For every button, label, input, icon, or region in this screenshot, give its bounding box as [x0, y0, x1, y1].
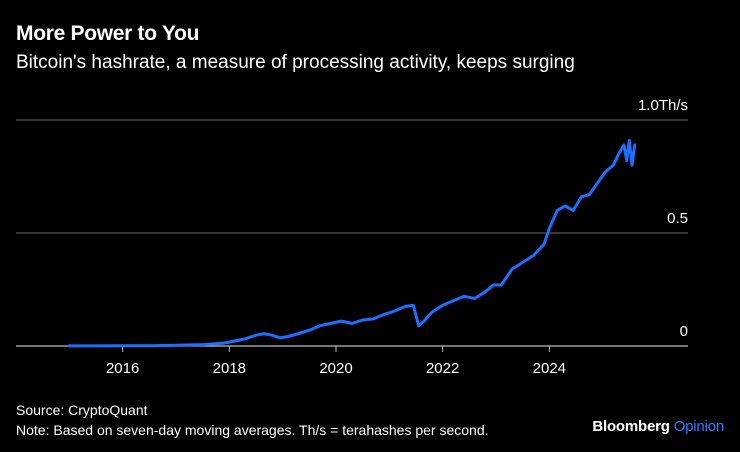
bloomberg-opinion-logo: Bloomberg Opinion [592, 418, 724, 435]
source-text: Source: CryptoQuant [16, 402, 148, 418]
y-tick-label-2: 1.0Th/s [638, 97, 688, 114]
x-tick-label-1: 2018 [213, 360, 246, 377]
x-tick-label-4: 2024 [533, 360, 566, 377]
series-line-hashrate [67, 138, 637, 348]
hashrate-chart: 0 0.5 1.0Th/s 2016 2018 2020 2022 2024 [16, 97, 688, 377]
y-tick-label-1: 0.5 [667, 210, 688, 227]
brand-name: Bloomberg [592, 418, 670, 435]
brand-suffix: Opinion [673, 418, 725, 435]
x-tick-label-2: 2020 [319, 360, 352, 377]
chart-subtitle: Bitcoin's hashrate, a measure of process… [16, 52, 575, 73]
note-text: Note: Based on seven-day moving averages… [16, 422, 489, 438]
y-tick-label-0: 0 [680, 323, 688, 340]
chart-title: More Power to You [16, 22, 200, 45]
x-tick-label-0: 2016 [106, 360, 139, 377]
x-tick-label-3: 2022 [426, 360, 459, 377]
